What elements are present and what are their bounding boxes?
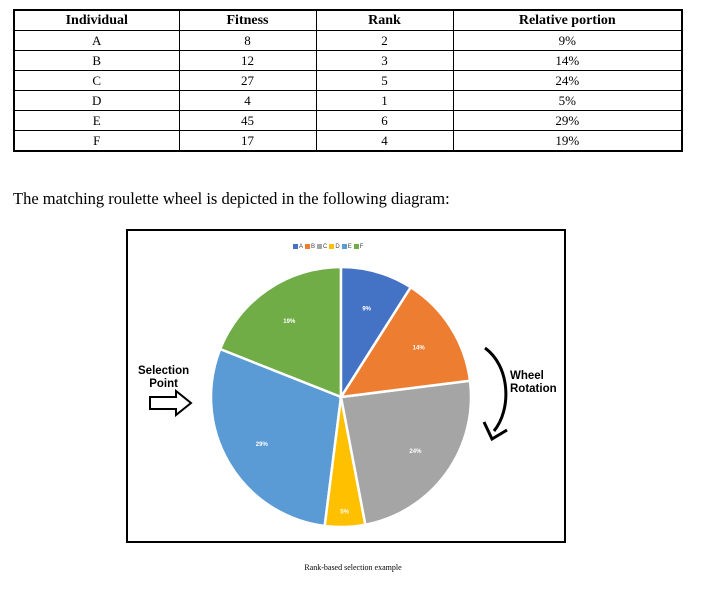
column-header: Individual (13, 9, 180, 31)
table-row: B 12 3 14% (13, 50, 683, 71)
legend-label: E (347, 244, 352, 251)
fitness-table: Individual Fitness Rank Relative portion… (13, 9, 683, 152)
legend-swatch (341, 244, 347, 249)
table-row: D 4 1 5% (13, 90, 683, 111)
table-cell: 4 (315, 130, 454, 152)
table-cell: 14% (452, 50, 683, 71)
pie-slice-f (218, 265, 343, 399)
legend-label: D (335, 244, 340, 251)
table-cell: A (13, 30, 180, 51)
table-row: F 17 4 19% (13, 130, 683, 152)
pie-slice-b (338, 285, 472, 399)
legend-swatch (353, 244, 359, 249)
column-header: Fitness (178, 9, 317, 31)
legend-item: F (353, 244, 364, 251)
pie-slice-a (339, 265, 413, 402)
table-cell: 45 (178, 110, 317, 131)
table-cell: 8 (178, 30, 317, 51)
figure-caption: Rank-based selection example (304, 563, 402, 572)
rotation-arrowhead-icon (482, 421, 508, 442)
legend-item: B (305, 244, 315, 250)
table-row: A 8 2 9% (13, 30, 683, 51)
table-cell: 5 (315, 70, 454, 91)
legend-swatch (317, 244, 323, 249)
legend-item: A (293, 244, 303, 250)
pie-label-b: 14% (413, 346, 426, 352)
pie-slice-e (209, 347, 343, 528)
pie-label-d: 5% (340, 509, 349, 515)
legend-item: D (329, 244, 340, 251)
table-cell: 29% (452, 110, 683, 131)
legend-label: C (323, 244, 328, 251)
table-cell: 12 (178, 50, 317, 71)
table-cell: 27 (178, 70, 317, 91)
pie-slice-c (339, 379, 473, 527)
table-cell: 9% (452, 30, 683, 51)
column-header: Rank (315, 9, 454, 31)
table-cell: 17 (178, 130, 317, 152)
wheel-rotation-label: Wheel Rotation (510, 370, 557, 395)
pie-label-a: 9% (362, 307, 371, 313)
table-cell: 19% (452, 130, 683, 152)
pie-label-f: 19% (283, 319, 296, 325)
table-cell: F (13, 130, 180, 152)
table-cell: 24% (452, 70, 683, 91)
pie-label-e: 29% (256, 442, 269, 448)
table-cell: 2 (315, 30, 454, 51)
table-row: C 27 5 24% (13, 70, 683, 91)
table-cell: 5% (452, 90, 683, 111)
roulette-pie-chart: 9% 14% 24% 5% 29% 19% (149, 265, 508, 529)
legend-item: E (341, 244, 352, 251)
legend-label: B (311, 244, 316, 251)
table-cell: C (13, 70, 180, 91)
table-header-row: Individual Fitness Rank Relative portion (13, 9, 683, 31)
table-cell: 1 (315, 90, 454, 111)
table-cell: D (13, 90, 180, 111)
table-cell: 3 (315, 50, 454, 71)
selection-arrow-icon (149, 388, 193, 418)
legend-swatch (293, 244, 298, 249)
rotation-arrow-icon (484, 346, 508, 432)
legend-label: A (299, 244, 304, 251)
legend-label: F (359, 244, 364, 251)
selection-point-label: Selection Point (138, 365, 190, 390)
column-header: Relative portion (452, 9, 683, 31)
table-cell: 6 (315, 110, 454, 131)
legend-swatch (329, 244, 335, 249)
legend-item: C (317, 244, 327, 250)
intro-sentence: The matching roulette wheel is depicted … (13, 189, 450, 208)
table-cell: B (13, 50, 180, 71)
table-row: E 45 6 29% (13, 110, 683, 131)
legend-swatch (305, 244, 311, 249)
table-cell: E (13, 110, 180, 131)
pie-label-c: 24% (409, 449, 422, 455)
table-cell: 4 (178, 90, 317, 111)
